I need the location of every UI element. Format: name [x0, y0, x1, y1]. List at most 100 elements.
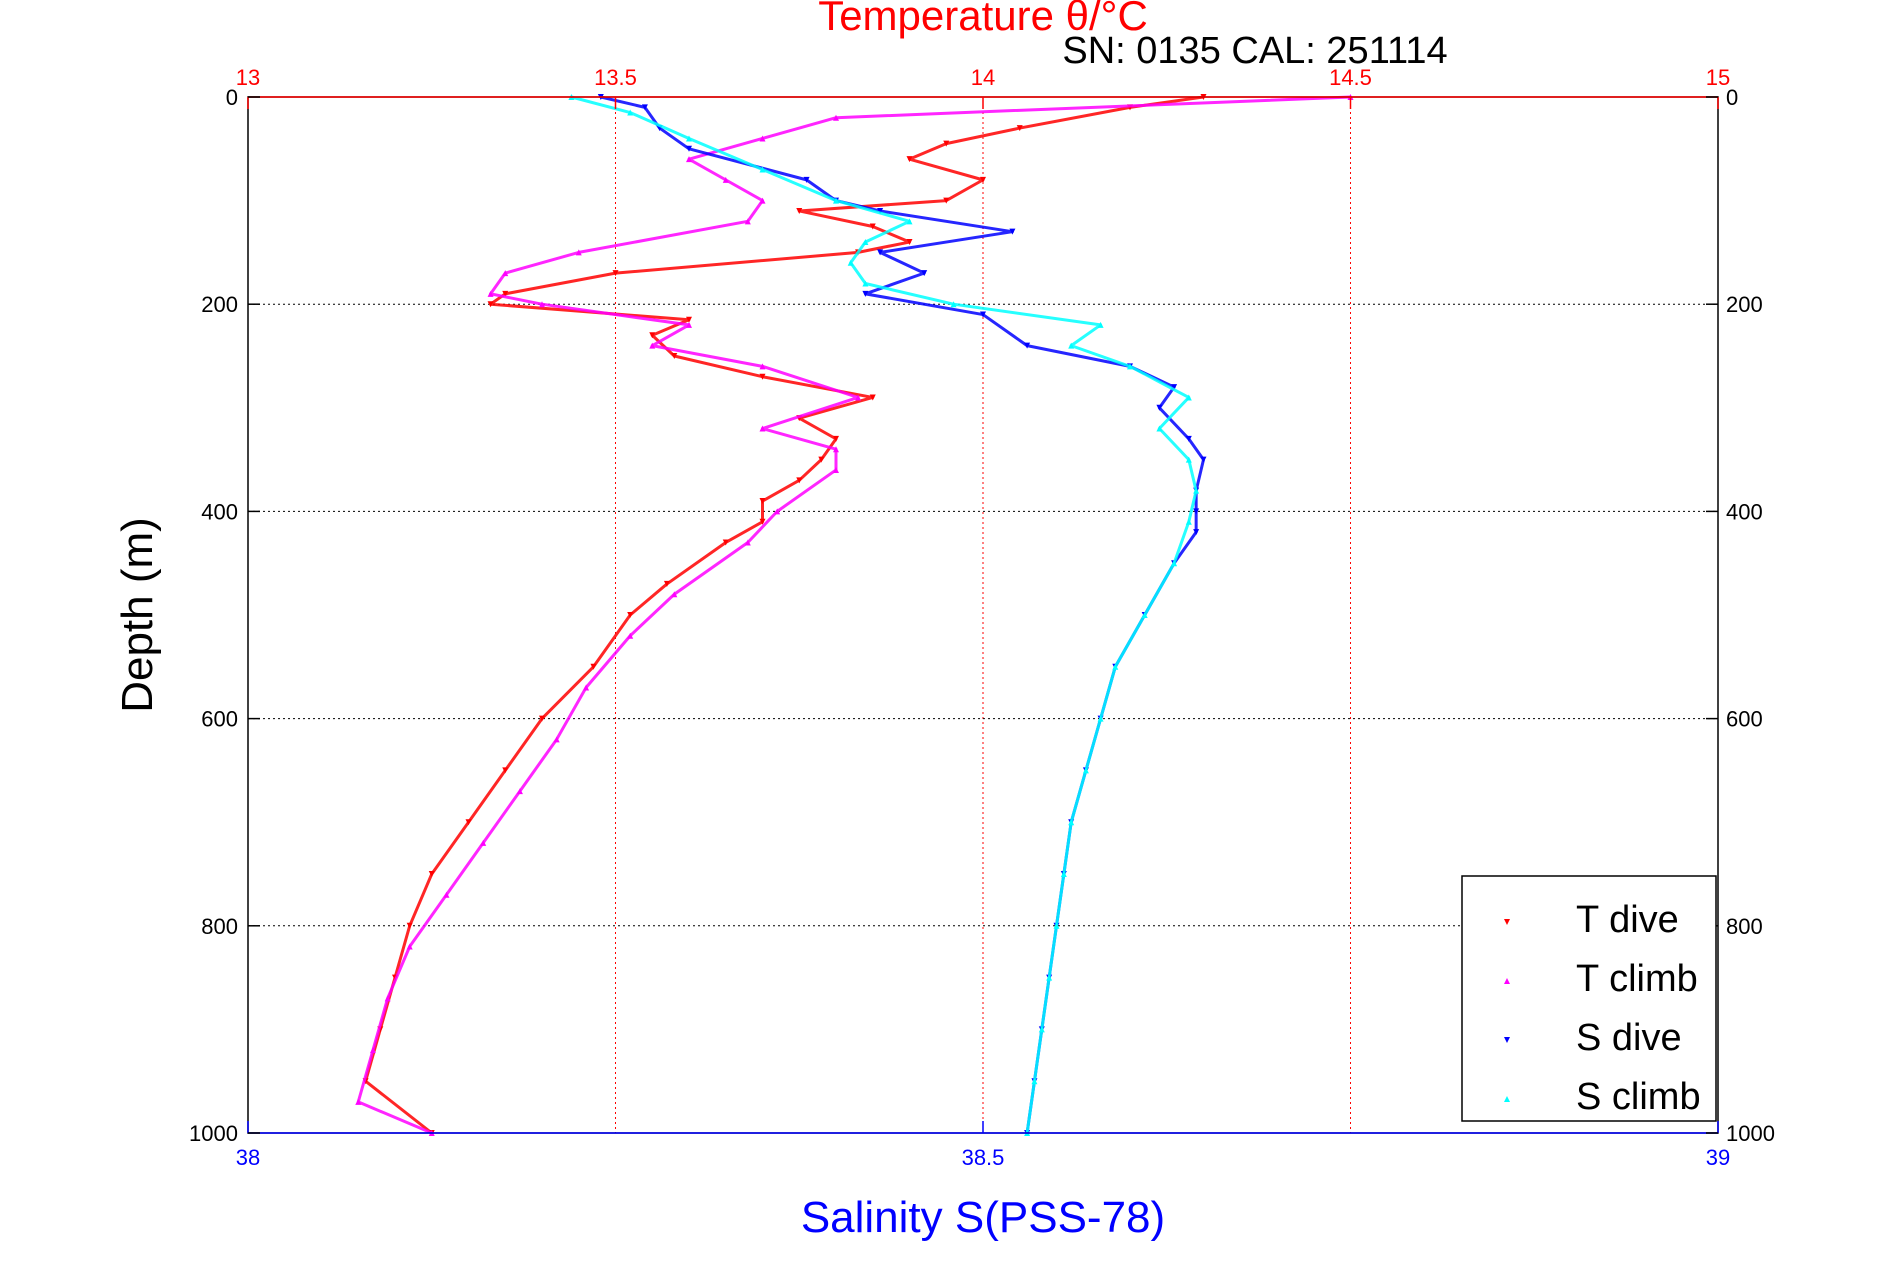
data-point — [649, 332, 656, 339]
data-point — [627, 109, 634, 116]
data-point — [1193, 508, 1200, 515]
data-point — [833, 114, 839, 121]
data-point — [406, 922, 413, 929]
salinity-tick-label: 38 — [236, 1145, 260, 1170]
data-point — [1185, 394, 1192, 401]
series-layer — [355, 94, 1354, 1136]
y-axis-label: Depth (m) — [113, 517, 162, 713]
depth-tick-label-left: 800 — [201, 914, 238, 939]
data-point — [980, 311, 986, 318]
depth-tick-label-left: 200 — [201, 292, 238, 317]
data-point — [502, 290, 509, 297]
data-point — [877, 249, 884, 256]
data-point — [1171, 560, 1178, 567]
data-point — [428, 871, 435, 877]
data-point — [1097, 715, 1104, 722]
depth-tick-label-left: 600 — [201, 707, 238, 732]
data-point — [759, 197, 766, 204]
data-point — [671, 591, 678, 598]
data-point — [590, 663, 597, 670]
data-point — [833, 466, 839, 473]
data-point — [1031, 1078, 1038, 1085]
data-point — [1068, 819, 1075, 826]
data-point — [818, 456, 825, 463]
data-point — [759, 166, 766, 173]
data-point — [539, 715, 545, 722]
legend-marker — [1504, 1096, 1510, 1102]
legend-marker — [1504, 978, 1510, 984]
data-point — [722, 539, 729, 546]
data-point — [722, 176, 729, 183]
data-point — [443, 891, 450, 898]
temperature-tick-label: 13.5 — [594, 65, 637, 90]
data-point — [847, 259, 854, 266]
depth-tick-label-right: 600 — [1726, 707, 1763, 732]
data-point — [384, 995, 391, 1002]
temperature-tick-label: 15 — [1706, 65, 1730, 90]
data-point — [862, 239, 869, 246]
data-point — [744, 539, 751, 546]
data-point — [943, 197, 950, 204]
axis-ticks: 13 13.5 14 14.5 15 38 38.5 39 0 0 200 200 400 400 600 6… — [189, 65, 1775, 1170]
data-point — [1068, 342, 1075, 349]
data-point — [1127, 363, 1133, 370]
depth-tick-label-left: 400 — [201, 499, 238, 524]
data-point — [369, 1047, 376, 1054]
data-point — [355, 1098, 362, 1105]
data-point — [1200, 456, 1207, 463]
data-point — [1082, 767, 1089, 774]
series-line — [600, 95, 1205, 1134]
data-point — [833, 446, 839, 453]
data-point — [1053, 922, 1060, 929]
data-point — [583, 684, 590, 691]
data-point — [1193, 487, 1200, 494]
data-point — [627, 612, 634, 618]
data-point — [877, 207, 884, 214]
data-point — [553, 736, 560, 743]
data-point — [1046, 974, 1053, 981]
data-point — [649, 342, 656, 349]
data-point — [1009, 228, 1016, 235]
legend: T dive T climb S dive S climb — [1461, 875, 1717, 1122]
legend-label: T climb — [1576, 958, 1698, 1000]
data-point — [465, 819, 472, 826]
data-point — [774, 508, 781, 515]
data-point — [516, 788, 523, 795]
data-point — [1024, 342, 1031, 349]
data-point — [759, 425, 766, 432]
data-point — [686, 135, 692, 142]
series-t-climb — [355, 94, 1354, 1136]
data-point — [612, 270, 619, 277]
series-s-dive — [597, 94, 1207, 1136]
series-t-dive — [362, 94, 1207, 1136]
data-point — [1016, 125, 1023, 132]
data-point — [1038, 1026, 1045, 1033]
data-point — [759, 363, 766, 370]
data-point — [833, 435, 839, 442]
temperature-tick-label: 14.5 — [1329, 65, 1372, 90]
data-point — [759, 135, 766, 142]
data-point — [502, 270, 509, 277]
chart-subtitle: SN: 0135 CAL: 251114 — [1062, 30, 1447, 72]
depth-tick-label-right: 0 — [1726, 85, 1738, 110]
data-point — [906, 218, 913, 225]
data-point — [796, 477, 803, 484]
temperature-tick-label: 13 — [236, 65, 260, 90]
salinity-tick-label: 39 — [1706, 1145, 1730, 1170]
data-point — [1193, 529, 1200, 536]
data-point — [627, 632, 634, 639]
data-point — [803, 176, 810, 183]
data-point — [862, 290, 869, 297]
data-point — [1141, 612, 1148, 618]
series-s-climb — [568, 94, 1200, 1136]
data-point — [641, 104, 648, 111]
legend-marker — [1504, 919, 1510, 925]
data-point — [1156, 404, 1163, 411]
series-line — [571, 95, 1198, 1134]
data-point — [1097, 321, 1104, 328]
data-point — [1185, 456, 1192, 463]
series-line — [356, 95, 1351, 1135]
data-point — [480, 839, 487, 846]
data-point — [921, 270, 928, 277]
